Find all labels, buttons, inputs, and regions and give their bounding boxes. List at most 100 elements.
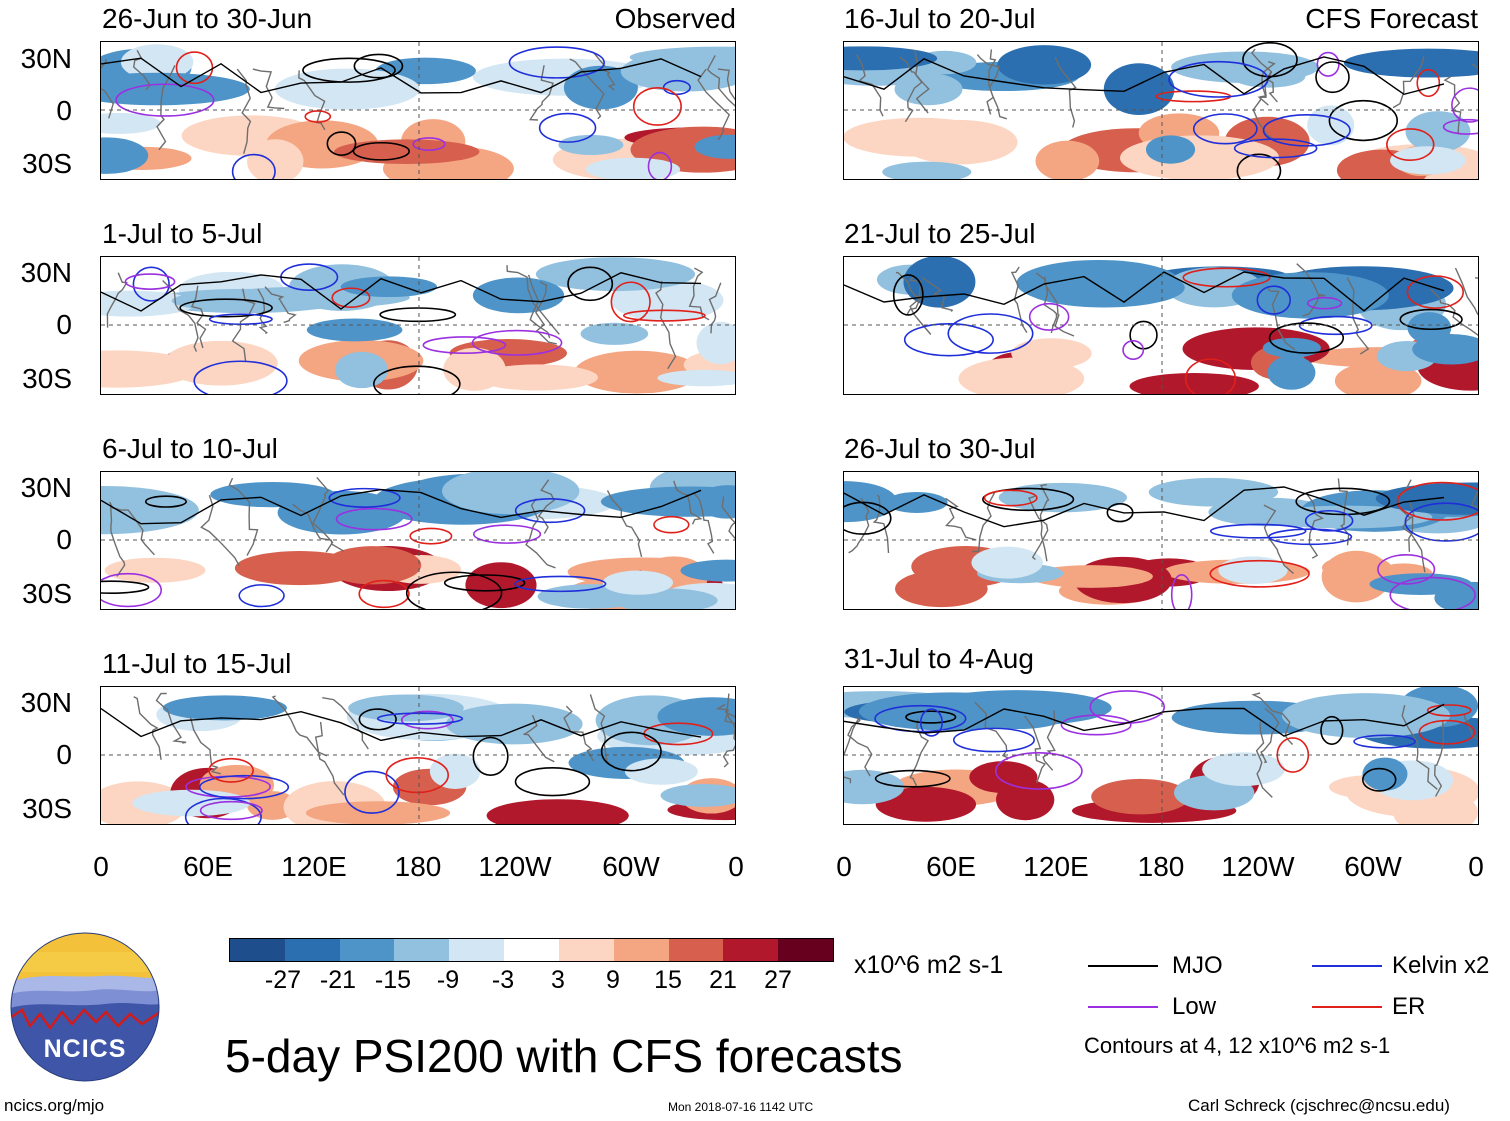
shading-blob (1011, 338, 1092, 369)
shading-blob (306, 318, 403, 342)
map-panel-31jul-4aug (843, 686, 1479, 825)
shading-blob (1390, 146, 1466, 175)
colorbar-label: 27 (764, 966, 792, 994)
shading-blob (442, 472, 580, 515)
contour-loop (1256, 285, 1292, 315)
shading-blob (921, 690, 1112, 726)
contour-line (101, 57, 702, 94)
shading-blob (1281, 693, 1451, 738)
colorbar-swatch-4 (394, 939, 450, 961)
colorbar-swatch-3 (339, 939, 395, 961)
shading-blob (875, 786, 977, 822)
contour-loop (874, 769, 951, 788)
colorbar-label: -27 (264, 966, 302, 994)
psi200-field-6 (844, 257, 1478, 394)
observed-label: Observed (614, 3, 736, 34)
contour-loop (344, 770, 400, 814)
shading-blob (101, 137, 149, 174)
contour-loop (208, 313, 273, 326)
psi200-field-3 (101, 472, 735, 609)
contour-loop (412, 137, 446, 151)
contour-loop (1404, 502, 1478, 542)
contour-loop (1306, 296, 1343, 310)
shading-blob (694, 134, 735, 159)
contour-line (844, 486, 1445, 528)
lat-label-30s: 30S (22, 578, 72, 609)
contour-loop (538, 112, 597, 143)
contour-loop (514, 575, 607, 593)
contour-loop (1262, 114, 1351, 147)
shading-blob (340, 276, 438, 298)
contour-loop (472, 524, 542, 544)
contour-loop (302, 57, 396, 83)
contour-loop (1209, 559, 1310, 588)
lat-label-30s: 30S (22, 148, 72, 179)
colorbar-label: 15 (654, 966, 682, 994)
shading-blob (657, 369, 735, 387)
shading-blob (1035, 140, 1100, 179)
coastlines (133, 692, 735, 796)
contour-loop (1028, 302, 1070, 331)
contour-loop (101, 580, 150, 594)
colorbar-swatch-11 (778, 939, 833, 961)
contour-loop (994, 752, 1083, 790)
contour-loop (472, 736, 509, 776)
contour-loop (326, 131, 357, 156)
panel-title-1: 26-Jun to 30-Jun (102, 3, 313, 34)
contour-loop (304, 110, 332, 123)
contour-loop (1192, 113, 1258, 145)
shading-blob (1434, 581, 1478, 609)
colorbar-label: 21 (709, 966, 737, 994)
map-panel-26jun-30jun (100, 41, 736, 180)
colorbar-swatch-8 (613, 939, 669, 961)
map-panel-16jul-20jul (843, 41, 1479, 180)
contour-loop (124, 273, 176, 290)
contour-line (101, 488, 702, 525)
shading-blob (1145, 135, 1196, 164)
contour-loop (662, 79, 691, 96)
contour-loop (132, 266, 170, 302)
shading-blob (882, 161, 972, 179)
contour-loop (353, 53, 404, 79)
contour-loop (115, 83, 215, 117)
shading-blob (996, 779, 1055, 821)
contour-loop (610, 281, 651, 323)
footer-url[interactable]: ncics.org/mjo (4, 1096, 105, 1115)
shading-blob (274, 68, 420, 110)
panel-title-8: 31-Jul to 4-Aug (844, 643, 1034, 674)
legend-label-mjo: MJO (1172, 952, 1223, 979)
shading-blob (334, 139, 480, 165)
contour-loop (179, 298, 273, 318)
shading-blob (602, 570, 674, 595)
shading-blob (247, 139, 304, 179)
shading-blob (1023, 267, 1185, 308)
contour-loop (947, 313, 1034, 354)
colorbar-label: -21 (319, 966, 357, 994)
psi200-field-4 (101, 687, 735, 824)
contour-loop (144, 495, 188, 508)
psi200-field-2 (101, 257, 735, 394)
shading-blob (1412, 334, 1478, 365)
shading-blob (1091, 778, 1190, 815)
legend-line-kelvin (1312, 965, 1382, 967)
contour-loop (1353, 734, 1416, 749)
colorbar-label: -3 (491, 966, 515, 994)
shading-blob (624, 758, 698, 785)
panel-title-6: 21-Jul to 25-Jul (844, 218, 1036, 249)
contour-loop (1361, 767, 1397, 792)
contour-loop (1170, 573, 1193, 609)
colorbar-swatch-2 (284, 939, 340, 961)
panel-title-7: 26-Jul to 30-Jul (844, 433, 1036, 464)
lat-label-30s: 30S (22, 363, 72, 394)
contour-loop (409, 527, 453, 545)
ncics-logo-graphic (10, 932, 160, 1082)
shading-blob (844, 481, 898, 523)
map-panel-11jul-15jul (100, 686, 736, 825)
footer-credit: Carl Schreck (cjschrec@ncsu.edu) (1188, 1096, 1450, 1115)
shading-blob (1343, 48, 1478, 78)
shading-blob (844, 769, 905, 805)
shading-blob (1119, 135, 1280, 179)
shading-blob (660, 784, 735, 807)
lon-label-0-end: 0 (1468, 851, 1484, 882)
contour-loop (199, 800, 263, 821)
